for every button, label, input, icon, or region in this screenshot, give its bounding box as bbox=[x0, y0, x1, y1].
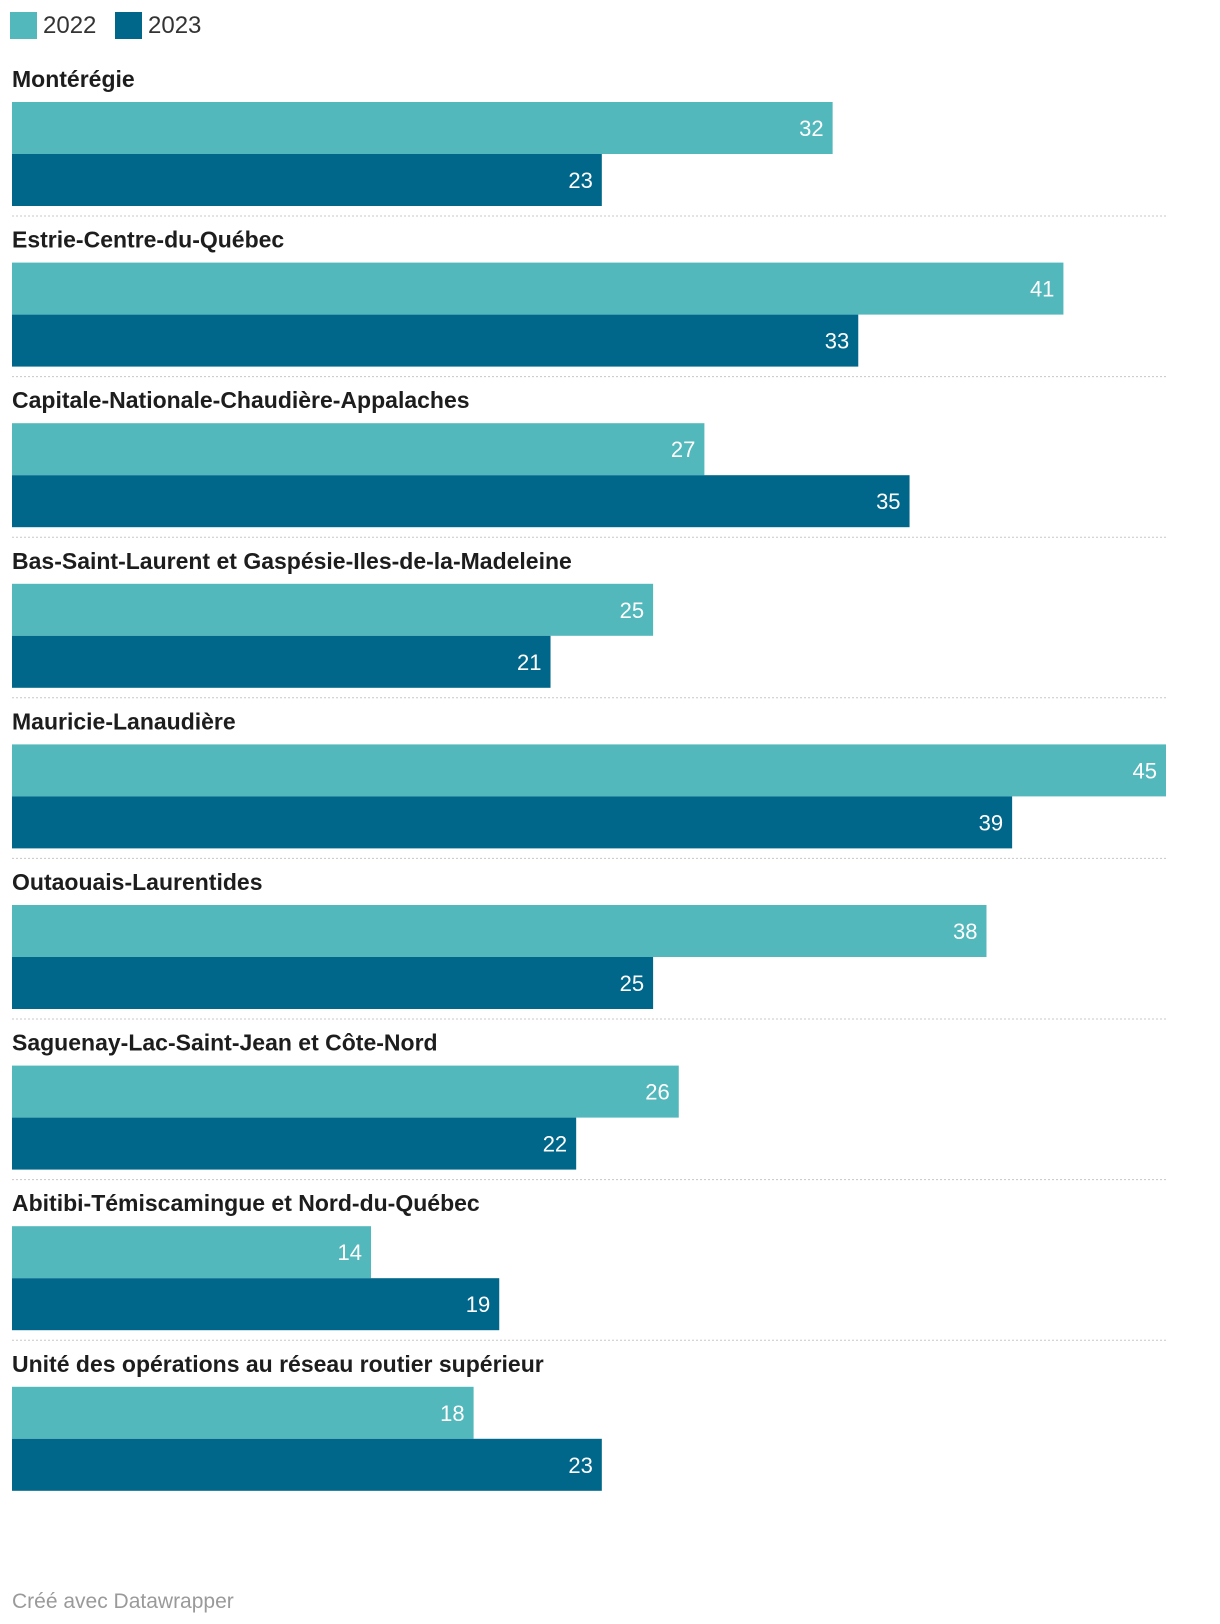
bar-group: Mauricie-Lanaudière 45 39 bbox=[12, 708, 1166, 859]
bar-value-label: 38 bbox=[953, 919, 977, 944]
category-label: Outaouais-Laurentides bbox=[12, 869, 262, 895]
bar-value-label: 22 bbox=[543, 1132, 567, 1157]
bar-value-label: 39 bbox=[979, 810, 1003, 835]
bar-group: Unité des opérations au réseau routier s… bbox=[12, 1351, 602, 1491]
bar-2022 bbox=[12, 423, 705, 476]
bar-group: Bas-Saint-Laurent et Gaspésie-Iles-de-la… bbox=[12, 548, 1166, 699]
chart-groups: Montérégie 32 23 Estrie-Centre-du-Québec 41 3… bbox=[12, 66, 1166, 1491]
bar-2023 bbox=[12, 796, 1013, 849]
category-label: Unité des opérations au réseau routier s… bbox=[12, 1351, 544, 1377]
bar-2022 bbox=[12, 905, 987, 957]
bar-2023 bbox=[12, 475, 910, 528]
bar-2022 bbox=[12, 744, 1166, 797]
category-label: Estrie-Centre-du-Québec bbox=[12, 227, 284, 253]
bar-group: Montérégie 32 23 bbox=[12, 66, 1166, 217]
bar-value-label: 27 bbox=[671, 437, 695, 462]
bar-value-label: 45 bbox=[1133, 758, 1157, 783]
bar-value-label: 21 bbox=[517, 650, 541, 675]
bar-value-label: 25 bbox=[620, 971, 644, 996]
legend: 2022 2023 bbox=[10, 12, 201, 39]
bar-value-label: 19 bbox=[466, 1292, 490, 1317]
legend-swatch-2022 bbox=[10, 12, 37, 39]
legend-label-2023: 2023 bbox=[148, 12, 201, 39]
bar-2022 bbox=[12, 1386, 474, 1439]
bar-2023 bbox=[12, 1278, 500, 1331]
bar-value-label: 23 bbox=[568, 1453, 592, 1478]
bar-2023 bbox=[12, 314, 859, 367]
bar-2022 bbox=[12, 583, 654, 636]
bar-2023 bbox=[12, 1438, 602, 1491]
category-label: Bas-Saint-Laurent et Gaspésie-Iles-de-la… bbox=[12, 548, 572, 574]
bar-value-label: 14 bbox=[338, 1240, 362, 1265]
bar-value-label: 23 bbox=[568, 168, 592, 193]
bar-2022 bbox=[12, 1226, 372, 1279]
category-label: Saguenay-Lac-Saint-Jean et Côte-Nord bbox=[12, 1030, 438, 1056]
legend-swatch-2023 bbox=[115, 12, 142, 39]
bar-2023 bbox=[12, 1117, 577, 1170]
bar-chart: 2022 2023 Montérégie 32 23 Estrie-Centre-du-… bbox=[10, 12, 1166, 1491]
bar-group: Capitale-Nationale-Chaudière-Appalaches 2… bbox=[12, 387, 1166, 538]
bar-value-label: 18 bbox=[440, 1401, 464, 1426]
bar-group: Outaouais-Laurentides 38 25 bbox=[12, 869, 1166, 1020]
bar-value-label: 35 bbox=[876, 489, 900, 514]
bar-2022 bbox=[12, 102, 833, 154]
category-label: Mauricie-Lanaudière bbox=[12, 708, 236, 734]
bar-group: Estrie-Centre-du-Québec 41 33 bbox=[12, 227, 1166, 378]
category-label: Montérégie bbox=[12, 66, 135, 92]
bar-value-label: 26 bbox=[645, 1080, 669, 1105]
bar-group: Saguenay-Lac-Saint-Jean et Côte-Nord 26 22 bbox=[12, 1030, 1166, 1181]
bar-2022 bbox=[12, 262, 1064, 315]
bar-2023 bbox=[12, 635, 551, 688]
bar-value-label: 25 bbox=[620, 598, 644, 623]
credit-text: Créé avec Datawrapper bbox=[12, 1590, 234, 1613]
category-label: Abitibi-Témiscamingue et Nord-du-Québec bbox=[12, 1190, 480, 1216]
bar-value-label: 33 bbox=[825, 329, 849, 354]
bar-2022 bbox=[12, 1065, 679, 1118]
bar-2023 bbox=[12, 154, 602, 206]
legend-label-2022: 2022 bbox=[43, 12, 96, 39]
bar-value-label: 32 bbox=[799, 116, 823, 141]
bar-value-label: 41 bbox=[1030, 277, 1054, 302]
category-label: Capitale-Nationale-Chaudière-Appalaches bbox=[12, 387, 470, 413]
bar-2023 bbox=[12, 957, 654, 1009]
bar-group: Abitibi-Témiscamingue et Nord-du-Québec 1… bbox=[12, 1190, 1166, 1341]
